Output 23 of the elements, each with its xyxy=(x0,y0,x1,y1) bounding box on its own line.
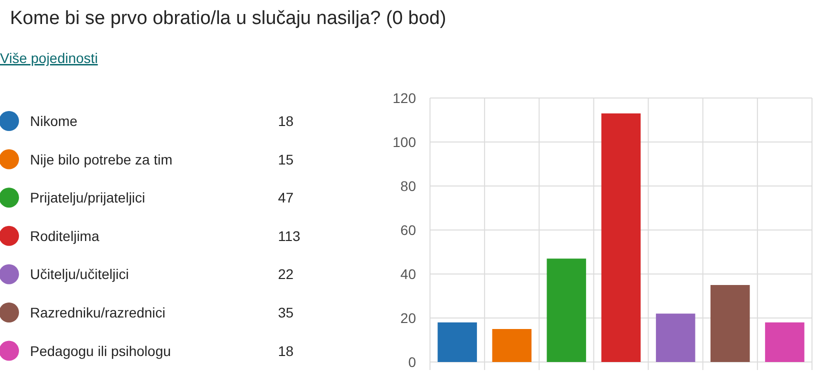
y-tick-label: 120 xyxy=(392,90,416,106)
text: Kome bi se prvo obratio/la u slučaju nasilja? (0 bod) xyxy=(10,8,446,29)
text: 15 xyxy=(278,151,294,168)
text: 47 xyxy=(278,190,294,206)
y-tick-label: 100 xyxy=(392,134,416,150)
text: 113 xyxy=(278,228,301,244)
legend-label: Pedagogu ili psihologu xyxy=(30,342,171,359)
text: 18 xyxy=(278,113,294,129)
y-tick-label: 40 xyxy=(400,266,416,282)
legend-label: Učitelju/učiteljici xyxy=(30,266,129,282)
y-tick-label: 60 xyxy=(400,222,416,238)
legend-label: Roditeljima xyxy=(30,228,100,244)
text: 22 xyxy=(278,266,294,282)
y-tick-label: 0 xyxy=(408,354,416,370)
legend-label: Razredniku/razrednici xyxy=(30,304,166,320)
legend-label: Nije bilo potrebe za tim xyxy=(30,151,172,168)
y-tick-label: 80 xyxy=(400,178,416,194)
text: Više pojedinosti xyxy=(0,50,98,66)
text: 35 xyxy=(278,304,294,320)
y-tick-label: 20 xyxy=(400,310,416,326)
legend-label: Prijatelju/prijateljici xyxy=(30,190,146,206)
legend-label: Nikome xyxy=(30,113,78,129)
text: 18 xyxy=(278,342,294,359)
